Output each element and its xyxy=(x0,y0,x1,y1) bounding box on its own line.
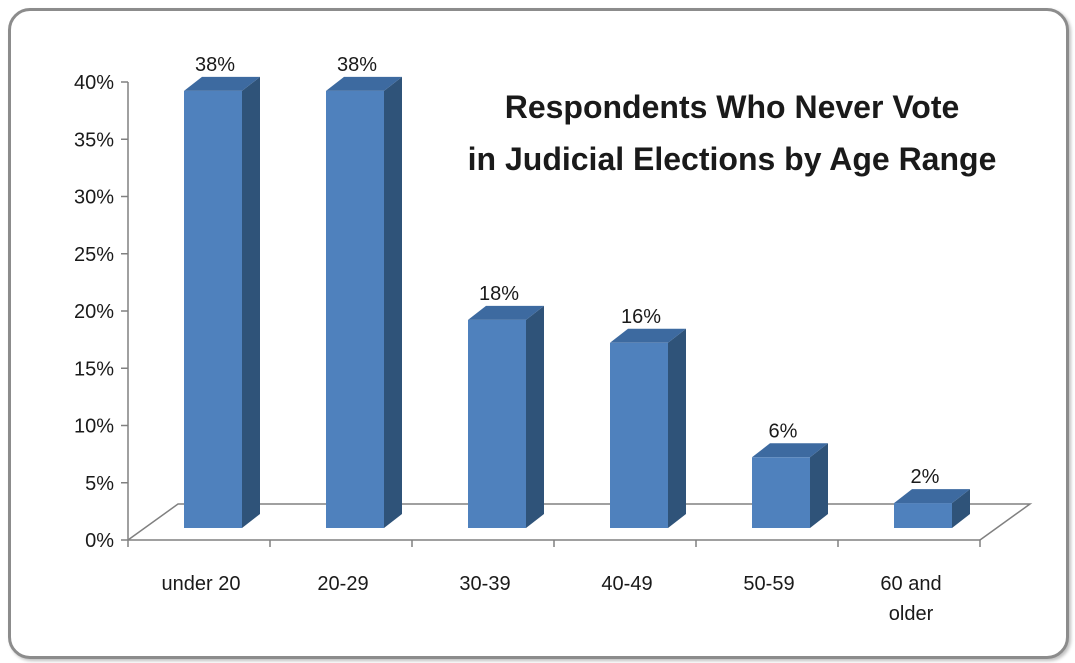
axes xyxy=(121,81,981,547)
bar-side xyxy=(668,328,686,528)
bar-top xyxy=(184,76,260,91)
y-tick-label: 5% xyxy=(85,473,114,495)
x-tick-label-line: 40-49 xyxy=(601,573,652,595)
bar-top xyxy=(752,443,828,458)
bar-2 xyxy=(468,305,544,528)
x-tick-label-4: 50-59 xyxy=(743,573,794,595)
bar-top xyxy=(326,76,402,91)
bar-3 xyxy=(610,328,686,528)
bar-5 xyxy=(894,489,970,528)
y-tick-labels: 0% 5% 10% 15% 20% 25% 30% 35% 40% xyxy=(74,72,114,552)
bar-front xyxy=(752,457,810,528)
floor-outline xyxy=(127,503,1033,541)
y-tick-label: 20% xyxy=(74,301,114,323)
y-tick-label: 0% xyxy=(85,530,114,552)
data-label-1: 38% xyxy=(337,54,377,76)
x-tick-label-5: 60 and older xyxy=(880,573,941,625)
bar-side xyxy=(384,76,402,529)
bar-1 xyxy=(326,76,402,529)
bar-4 xyxy=(752,443,828,528)
data-label-5: 2% xyxy=(911,466,940,488)
x-tick-label-line: under 20 xyxy=(162,573,241,595)
bar-side xyxy=(526,305,544,528)
bar-front xyxy=(894,503,952,528)
y-tick-label: 40% xyxy=(74,72,114,94)
y-tick-label: 25% xyxy=(74,244,114,266)
data-label-2: 18% xyxy=(479,283,519,305)
data-label-4: 6% xyxy=(769,420,798,442)
bar-front xyxy=(184,90,242,529)
y-tick-label: 10% xyxy=(74,416,114,438)
x-tick-label-line: older xyxy=(889,603,934,625)
chart-title: Respondents Who Never Vote in Judicial El… xyxy=(468,89,997,177)
x-tick-label-line: 20-29 xyxy=(317,573,368,595)
bar-side xyxy=(242,76,260,529)
bar-top xyxy=(468,305,544,320)
bar-top xyxy=(894,489,970,504)
bar-top xyxy=(610,328,686,343)
bar-0 xyxy=(184,76,260,529)
data-label-0: 38% xyxy=(195,54,235,76)
y-tick-label: 30% xyxy=(74,187,114,209)
data-label-3: 16% xyxy=(621,306,661,328)
x-tick-labels: under 20 20-29 30-39 40-49 50-59 60 and older xyxy=(162,573,942,625)
bars xyxy=(184,76,970,529)
x-tick-label-3: 40-49 xyxy=(601,573,652,595)
bar-side xyxy=(810,443,828,528)
chart-title-line-1: in Judicial Elections by Age Range xyxy=(468,141,997,177)
x-tick-label-line: 30-39 xyxy=(459,573,510,595)
x-tick-label-line: 60 and xyxy=(880,573,941,595)
chart-floor xyxy=(127,503,1033,541)
chart-title-line-0: Respondents Who Never Vote xyxy=(505,89,960,125)
bar-side xyxy=(952,489,970,528)
y-tick-label: 15% xyxy=(74,358,114,380)
bar-front xyxy=(468,319,526,528)
bar-front xyxy=(610,342,668,528)
x-tick-label-1: 20-29 xyxy=(317,573,368,595)
x-tick-label-0: under 20 xyxy=(162,573,241,595)
data-labels: 38% 38% 18% 16% 6% 2% xyxy=(195,54,940,488)
x-tick-label-2: 30-39 xyxy=(459,573,510,595)
bar-front xyxy=(326,90,384,529)
x-tick-label-line: 50-59 xyxy=(743,573,794,595)
y-tick-label: 35% xyxy=(74,129,114,151)
